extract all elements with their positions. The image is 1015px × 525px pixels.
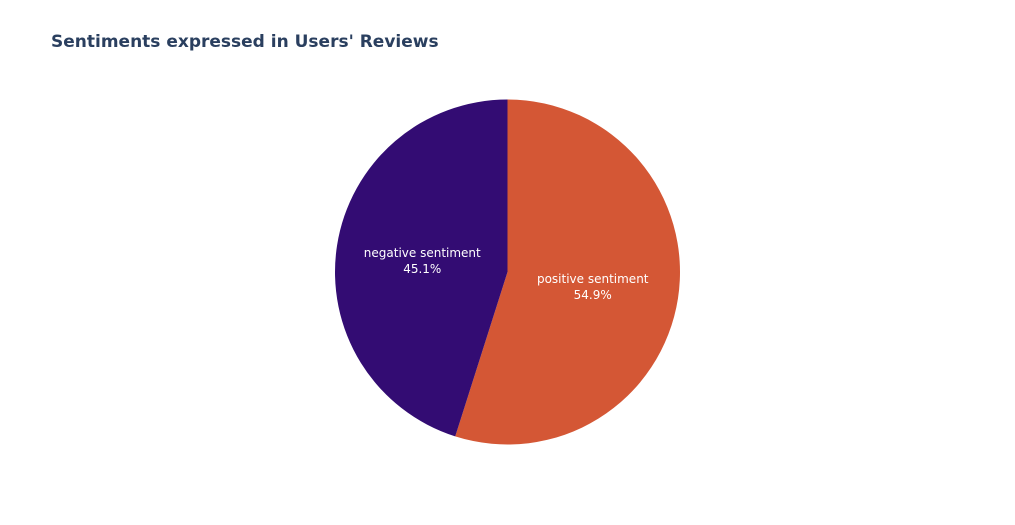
chart-title: Sentiments expressed in Users' Reviews — [51, 32, 439, 52]
pie-slice-positive-sentiment[interactable] — [455, 99, 680, 445]
slice-label: positive sentiment — [537, 272, 649, 286]
pie-slices — [334, 99, 680, 445]
slice-label: negative sentiment — [364, 246, 481, 260]
pie-labels: positive sentiment 54.9% negative sentimen… — [364, 246, 649, 302]
pie-slice-negative-sentiment[interactable] — [334, 99, 508, 437]
slice-percent: 54.9% — [574, 288, 612, 302]
slice-percent: 45.1% — [403, 262, 441, 276]
